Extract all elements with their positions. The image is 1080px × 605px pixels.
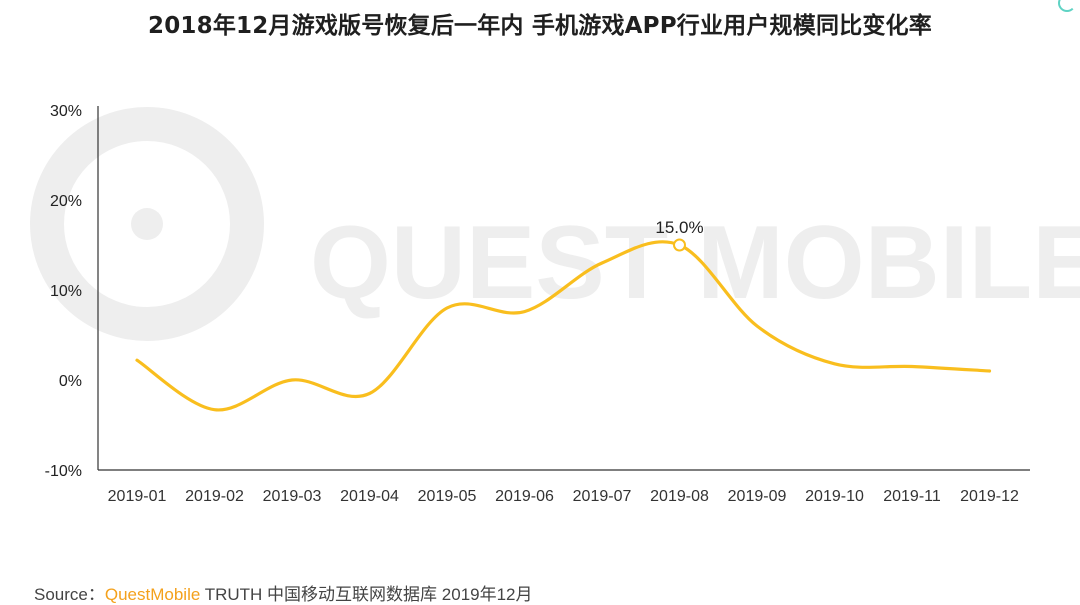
x-tick-label: 2019-09: [728, 488, 787, 505]
y-tick-label: 10%: [50, 283, 82, 300]
x-tick-label: 2019-08: [650, 488, 709, 505]
source-rest: TRUTH 中国移动互联网数据库 2019年12月: [204, 585, 533, 604]
y-tick-label: 0%: [59, 373, 82, 390]
watermark-text: QUEST MOBILE: [310, 205, 1080, 321]
x-tick-label: 2019-10: [805, 488, 864, 505]
y-tick-label: 20%: [50, 193, 82, 210]
x-tick-label: 2019-01: [108, 488, 167, 505]
x-tick-label: 2019-05: [418, 488, 477, 505]
watermark: QUEST MOBILE: [30, 107, 1080, 341]
x-tick-label: 2019-07: [573, 488, 632, 505]
data-label: 15.0%: [655, 218, 703, 237]
x-tick-label: 2019-02: [185, 488, 244, 505]
x-tick-label: 2019-11: [883, 488, 941, 505]
source-prefix: Source：: [34, 585, 105, 604]
y-tick-label: 30%: [50, 103, 82, 120]
source-brand: QuestMobile: [104, 585, 201, 604]
x-tick-label: 2019-03: [263, 488, 322, 505]
series-line: [135, 240, 992, 412]
data-point-marker: [673, 238, 686, 252]
x-tick-label: 2019-06: [495, 488, 554, 505]
chart-title: 2018年12月游戏版号恢复后一年内 手机游戏APP行业用户规模同比变化率: [148, 13, 932, 39]
x-tick-label: 2019-12: [960, 488, 1019, 505]
watermark-ring: [30, 107, 264, 341]
source-note: Source：QuestMobile TRUTH 中国移动互联网数据库 2019…: [34, 580, 533, 605]
corner-logo-mark: [1058, 0, 1076, 12]
watermark-dot: [131, 208, 163, 240]
x-tick-label: 2019-04: [340, 488, 399, 505]
y-tick-label: -10%: [45, 463, 82, 480]
